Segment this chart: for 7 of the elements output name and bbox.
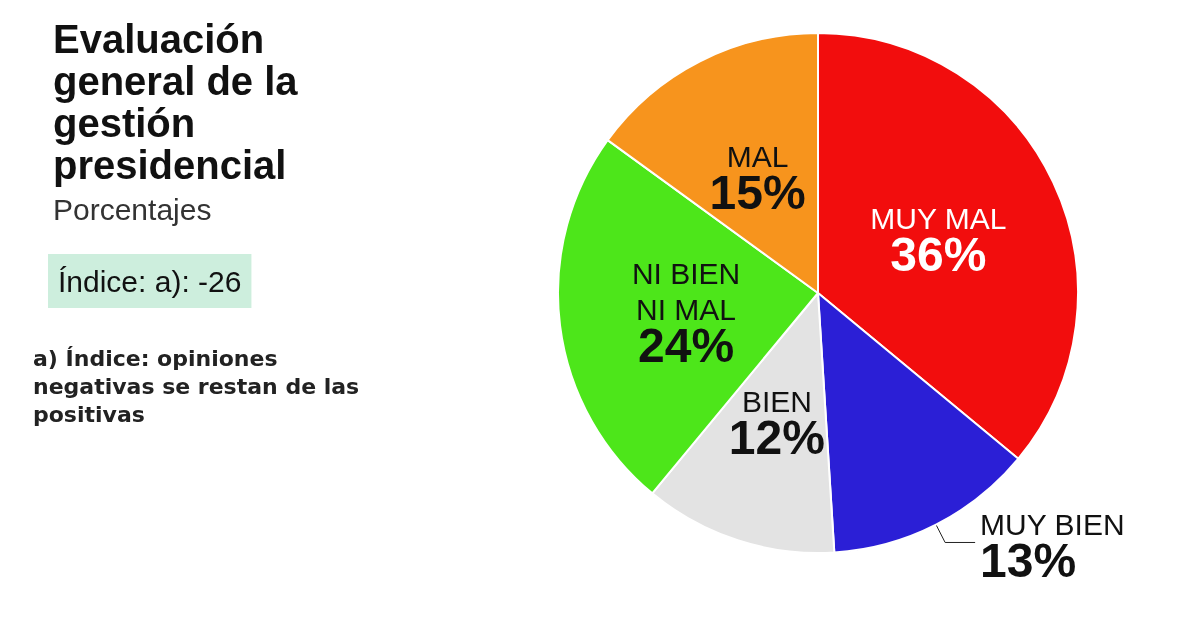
- slice-label: MUY MAL: [870, 201, 1007, 235]
- text: Porcentajes: [53, 192, 212, 226]
- slice-label: BIEN: [741, 384, 812, 418]
- text: Evaluación general de la gestión presidencial: [53, 17, 309, 187]
- text: a) Índice: opiniones negativas se restan de las positivas: [33, 345, 367, 427]
- slice-label: MUY BIEN: [980, 507, 1125, 541]
- text: Índice: a): -26: [58, 264, 242, 298]
